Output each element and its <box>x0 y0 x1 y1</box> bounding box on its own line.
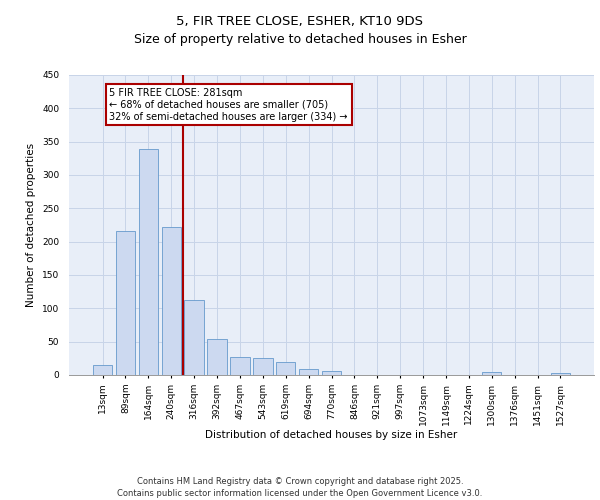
Bar <box>276 362 295 375</box>
Y-axis label: Number of detached properties: Number of detached properties <box>26 143 37 307</box>
Bar <box>299 369 319 375</box>
Bar <box>482 372 502 375</box>
Bar <box>93 365 112 375</box>
Text: Size of property relative to detached houses in Esher: Size of property relative to detached ho… <box>134 32 466 46</box>
Bar <box>551 373 570 375</box>
Bar <box>322 371 341 375</box>
Bar <box>230 357 250 375</box>
X-axis label: Distribution of detached houses by size in Esher: Distribution of detached houses by size … <box>205 430 458 440</box>
Text: 5 FIR TREE CLOSE: 281sqm
← 68% of detached houses are smaller (705)
32% of semi-: 5 FIR TREE CLOSE: 281sqm ← 68% of detach… <box>109 88 348 122</box>
Text: Contains HM Land Registry data © Crown copyright and database right 2025.
Contai: Contains HM Land Registry data © Crown c… <box>118 476 482 498</box>
Bar <box>139 149 158 375</box>
Bar <box>161 227 181 375</box>
Bar <box>116 231 135 375</box>
Text: 5, FIR TREE CLOSE, ESHER, KT10 9DS: 5, FIR TREE CLOSE, ESHER, KT10 9DS <box>176 15 424 28</box>
Bar <box>184 300 204 375</box>
Bar <box>208 339 227 375</box>
Bar <box>253 358 272 375</box>
